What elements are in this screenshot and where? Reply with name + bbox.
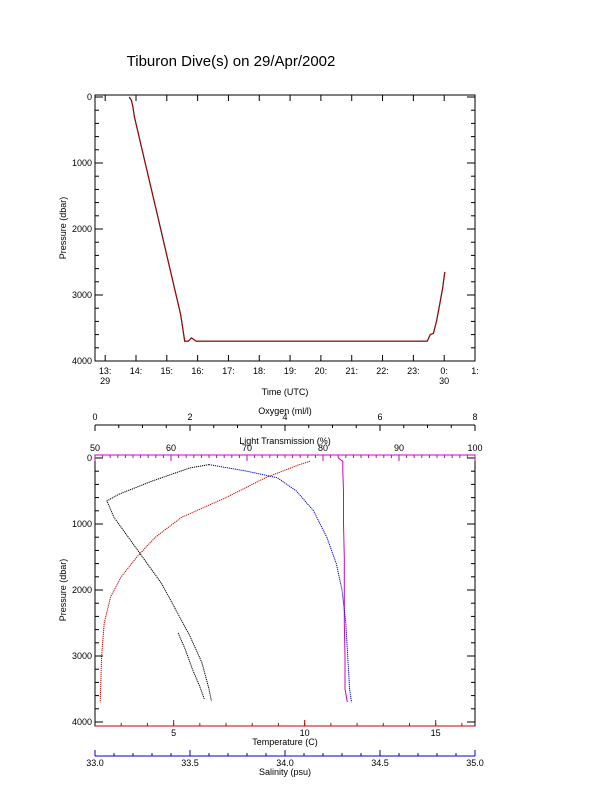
time-tick-label: 22: <box>376 366 389 376</box>
oxygen-tick-label: 2 <box>187 412 192 422</box>
salinity-tick-label: 35.0 <box>466 758 484 768</box>
oxygen-tick-label: 6 <box>377 412 382 422</box>
time-tick-label: 21: <box>345 366 358 376</box>
date-tick-label: 30 <box>439 376 449 386</box>
light-tick-label: 60 <box>166 443 176 453</box>
date-tick-label: 29 <box>100 376 110 386</box>
profile-plot-frame <box>94 454 476 727</box>
time-axis: 13:29 14: 15: 16: 17: 18: 19: 20: 21: 22: 23: 0:30 1… <box>99 95 479 386</box>
salinity-tick-label: 34.5 <box>371 758 389 768</box>
salinity-profile-line <box>208 464 352 703</box>
light-profile-line <box>337 457 348 703</box>
pressure-tick-label: 1000 <box>72 519 92 529</box>
oxygen-tick-label: 8 <box>472 412 477 422</box>
oxygen-tick-label: 0 <box>92 412 97 422</box>
time-pressure-panel: 13:29 14: 15: 16: 17: 18: 19: 20: 21: 22: 23: 0:30 1… <box>58 92 479 397</box>
oxygen-profile-line <box>177 632 205 700</box>
time-tick-label: 0: <box>440 366 448 376</box>
time-tick-label: 16: <box>191 366 204 376</box>
profile-axes: 0 1000 2000 3000 4000 0 2 4 6 8 50 60 70 80 90 100 5 10 15… <box>72 412 484 768</box>
light-tick-label: 80 <box>318 443 328 453</box>
pressure-tick-label: 0 <box>87 453 92 463</box>
time-tick-label: 17: <box>222 366 235 376</box>
temperature-tick-label: 10 <box>300 728 310 738</box>
oxygen-profile-line <box>106 464 212 701</box>
temperature-tick-label: 15 <box>431 728 441 738</box>
time-tick-label: 1: <box>471 366 479 376</box>
time-pressure-plot-frame <box>94 94 476 362</box>
time-tick-label: 15: <box>161 366 174 376</box>
pressure-tick-label: 4000 <box>72 717 92 727</box>
salinity-tick-label: 34.0 <box>276 758 294 768</box>
pressure-axis-top-panel: 0 1000 2000 3000 4000 <box>72 92 475 366</box>
oxygen-tick-label: 4 <box>282 412 287 422</box>
time-pressure-line <box>128 96 446 342</box>
time-axis-title: Time (UTC) <box>262 387 309 397</box>
temperature-tick-label: 5 <box>171 728 176 738</box>
pressure-axis-title-top: Pressure (dbar) <box>58 197 68 260</box>
pressure-tick-label: 3000 <box>72 290 92 300</box>
pressure-tick-label: 2000 <box>72 224 92 234</box>
pressure-tick-label: 0 <box>87 92 92 102</box>
oxygen-axis-title: Oxygen (ml/l) <box>258 406 312 416</box>
pressure-tick-label: 3000 <box>72 651 92 661</box>
time-tick-label: 20: <box>315 366 328 376</box>
time-tick-label: 13: <box>99 366 112 376</box>
pressure-tick-label: 4000 <box>72 356 92 366</box>
chart-title: Tiburon Dive(s) on 29/Apr/2002 <box>127 53 336 70</box>
time-pressure-series <box>128 96 446 342</box>
temperature-profile-line <box>99 460 311 703</box>
light-tick-label: 70 <box>242 443 252 453</box>
salinity-tick-label: 33.0 <box>86 758 104 768</box>
salinity-tick-label: 33.5 <box>181 758 199 768</box>
time-tick-label: 14: <box>130 366 143 376</box>
pressure-tick-label: 1000 <box>72 158 92 168</box>
pressure-axis-title-bottom: Pressure (dbar) <box>58 559 68 622</box>
time-tick-label: 23: <box>407 366 420 376</box>
time-tick-label: 19: <box>284 366 297 376</box>
light-tick-label: 90 <box>394 443 404 453</box>
light-tick-label: 50 <box>90 443 100 453</box>
salinity-axis-title: Salinity (psu) <box>259 767 311 777</box>
light-tick-label: 100 <box>467 443 482 453</box>
pressure-tick-label: 2000 <box>72 585 92 595</box>
time-tick-label: 18: <box>253 366 266 376</box>
profile-series <box>99 457 352 703</box>
temperature-axis-title: Temperature (C) <box>252 737 318 747</box>
light-transmission-axis-title: Light Transmission (%) <box>239 436 331 446</box>
time-pressure-line <box>128 96 446 342</box>
profile-panel: 0 1000 2000 3000 4000 0 2 4 6 8 50 60 70 80 90 100 5 10 15… <box>58 406 484 777</box>
